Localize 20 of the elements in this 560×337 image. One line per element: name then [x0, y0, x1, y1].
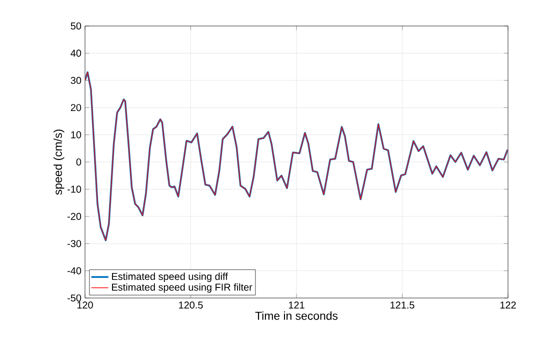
y-tick-label: -10 — [68, 186, 82, 193]
legend-label: Estimated speed using FIR filter — [112, 283, 252, 293]
y-tick-label: -30 — [68, 240, 82, 248]
y-tick-label: 10 — [71, 131, 82, 138]
y-tick-label: 0 — [76, 158, 82, 166]
y-tick-label: 30 — [70, 76, 82, 84]
x-tick-label: 121.5 — [390, 302, 414, 309]
x-axis-title: Time in seconds — [255, 311, 338, 320]
y-tick-label: -20 — [68, 212, 82, 220]
y-axis-title: speed (cm/s) — [54, 130, 64, 195]
y-tick-label: 20 — [70, 104, 82, 112]
x-tick-label: 121 — [288, 302, 304, 308]
x-tick-label: 120 — [77, 302, 93, 309]
legend-label: Estimated speed using diff — [112, 272, 228, 282]
x-tick-label: 120.5 — [179, 302, 203, 309]
y-tick-label: 40 — [70, 50, 82, 57]
y-tick-label: -40 — [68, 267, 82, 274]
y-tick-label: -50 — [68, 294, 82, 302]
x-tick-label: 122 — [500, 302, 516, 308]
y-tick-label: 50 — [70, 22, 82, 30]
